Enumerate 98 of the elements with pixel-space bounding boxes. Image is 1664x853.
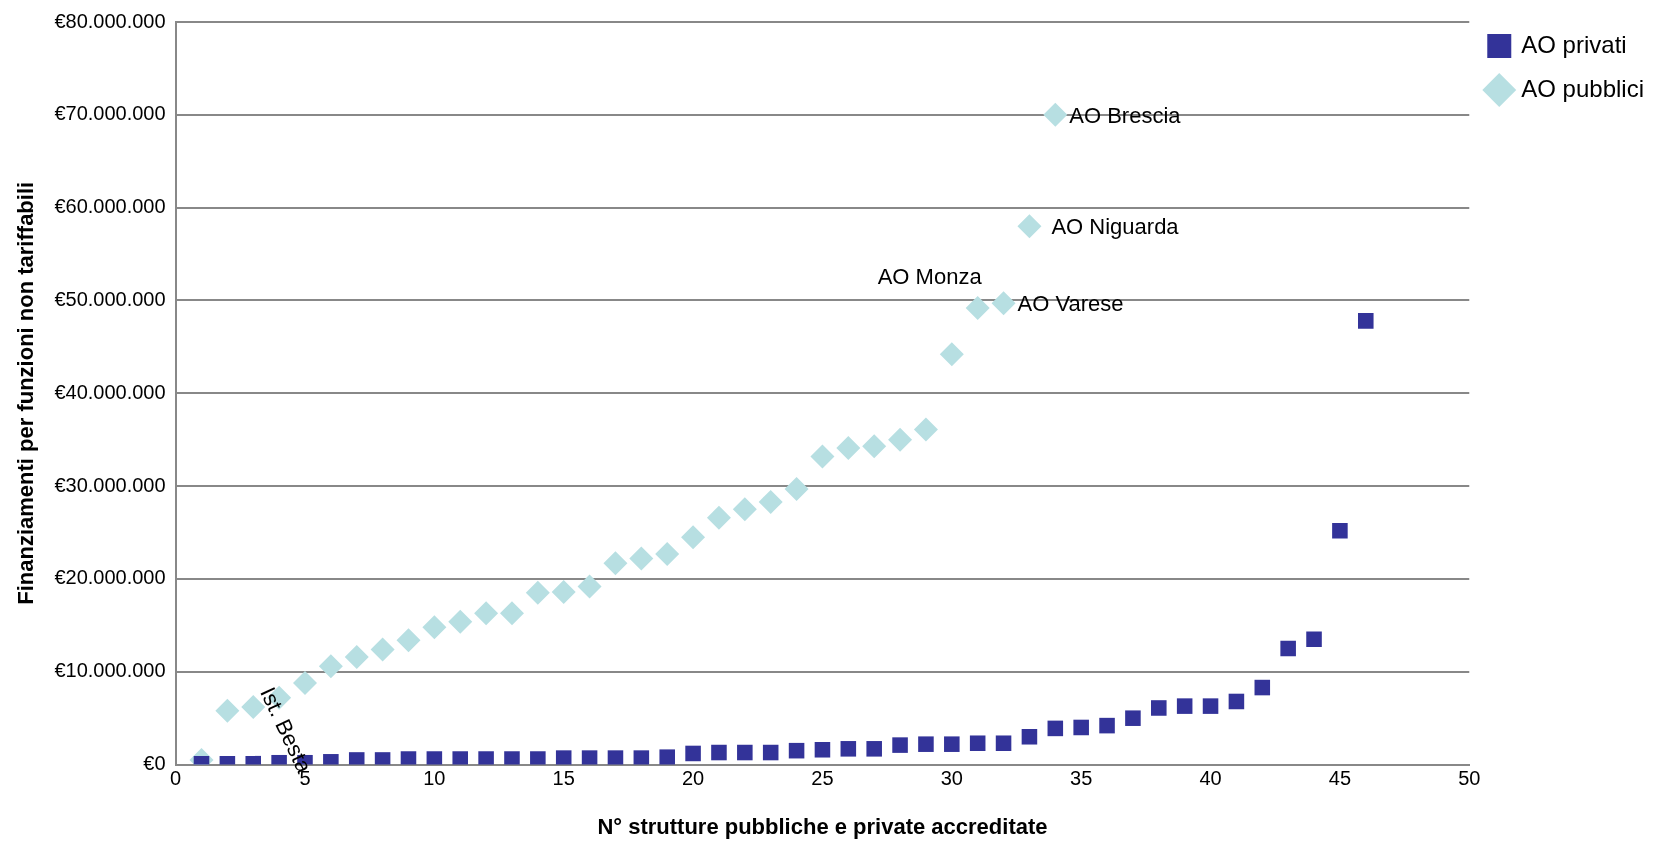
point [1099, 717, 1115, 734]
point [866, 741, 882, 757]
x-tick-label: 0 [170, 767, 182, 790]
point [370, 637, 395, 662]
point [474, 601, 499, 626]
legend-label: AO pubblici [1521, 74, 1644, 102]
y-tick-label: €70.000.000 [54, 102, 166, 125]
point [758, 489, 783, 514]
point [655, 541, 680, 566]
point [888, 427, 913, 452]
x-tick-label: 50 [1458, 767, 1481, 790]
point [555, 750, 572, 765]
point [1358, 313, 1374, 329]
x-tick-label: 40 [1199, 767, 1222, 790]
point [840, 741, 857, 757]
point [711, 744, 727, 761]
point [944, 736, 960, 752]
point [525, 580, 550, 605]
point [788, 742, 805, 759]
annotation: AO Varese [1017, 291, 1124, 317]
point [681, 525, 706, 550]
point [991, 291, 1016, 316]
point [814, 741, 831, 758]
point [396, 628, 421, 653]
y-tick-label: €40.000.000 [54, 380, 166, 403]
y-tick-label: €50.000.000 [54, 287, 166, 310]
point [577, 574, 602, 599]
point [581, 750, 598, 765]
point [862, 434, 887, 459]
point [965, 295, 990, 320]
point [1073, 719, 1089, 736]
point [1280, 640, 1296, 657]
point [374, 752, 391, 765]
x-tick-label: 35 [1070, 767, 1093, 790]
point [706, 505, 731, 530]
point [1254, 679, 1271, 696]
point [913, 417, 938, 442]
annotation: AO Brescia [1069, 102, 1182, 128]
point [422, 615, 447, 640]
point [551, 579, 576, 604]
y-axis-title: Finanziamenti per funzioni non tariffabili [13, 181, 39, 605]
x-tick-label: 10 [423, 767, 446, 790]
point [499, 601, 524, 626]
point [607, 750, 624, 765]
x-tick-label: 30 [940, 767, 963, 790]
point [215, 698, 240, 723]
point [318, 654, 343, 679]
y-tick-label: €60.000.000 [54, 195, 166, 218]
point [292, 670, 317, 695]
point [1125, 710, 1141, 726]
point [448, 609, 473, 634]
point [629, 546, 654, 571]
point [659, 749, 675, 765]
point [478, 751, 494, 765]
point [1332, 522, 1348, 539]
point [1047, 720, 1064, 737]
point [762, 744, 779, 761]
point [504, 751, 520, 765]
point [918, 736, 934, 752]
x-tick-label: 20 [681, 767, 705, 790]
point [452, 751, 468, 765]
point [732, 497, 757, 522]
point [939, 342, 964, 367]
point [344, 644, 369, 669]
point [1306, 631, 1322, 648]
point [1043, 102, 1068, 127]
y-tick-label: €10.000.000 [54, 659, 166, 682]
point [685, 745, 701, 762]
point [1228, 693, 1245, 710]
point [603, 551, 628, 576]
point [348, 752, 365, 765]
annotation: AO Niguarda [1051, 214, 1180, 240]
point [1151, 700, 1167, 716]
point [1202, 698, 1219, 714]
y-tick-label: €0 [143, 752, 166, 775]
point [810, 444, 835, 469]
point [633, 750, 650, 765]
point [1176, 698, 1193, 714]
point [426, 751, 443, 765]
point [892, 737, 908, 753]
legend-label: AO privati [1521, 30, 1627, 58]
point [530, 751, 546, 765]
point [836, 436, 861, 461]
x-axis-title: N° strutture pubbliche e private accreditate [597, 813, 1048, 839]
y-tick-label: €20.000.000 [54, 566, 166, 589]
y-tick-label: €80.000.000 [54, 9, 166, 32]
annotation: AO Monza [877, 263, 983, 289]
point [784, 476, 809, 501]
x-tick-label: 15 [552, 767, 575, 790]
point [995, 735, 1012, 752]
y-tick-label: €30.000.000 [54, 473, 166, 496]
x-tick-label: 25 [811, 767, 834, 790]
point [969, 735, 986, 752]
point [1017, 214, 1042, 239]
x-tick-label: 45 [1328, 767, 1352, 790]
point [737, 744, 753, 761]
point [1021, 728, 1038, 745]
point [400, 751, 417, 765]
